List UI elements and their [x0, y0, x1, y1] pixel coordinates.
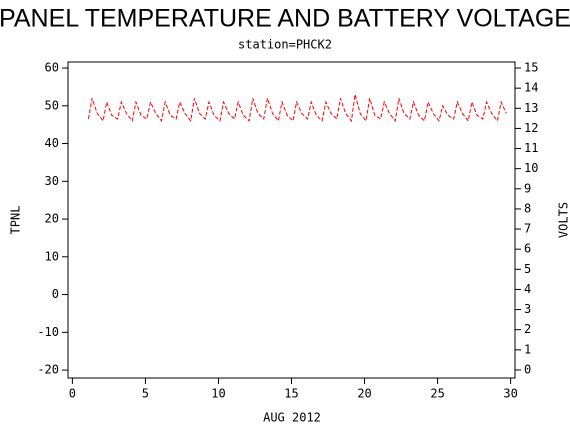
y2-tick-label: 11	[524, 141, 538, 155]
y2-axis-label: VOLTS	[557, 202, 570, 238]
y-tick-label: 60	[45, 61, 59, 75]
y2-tick-label: 14	[524, 81, 538, 95]
x-tick-label: 30	[503, 387, 517, 401]
x-tick-label: 10	[211, 387, 225, 401]
x-tick-label: 5	[142, 387, 149, 401]
x-axis-label: AUG 2012	[263, 411, 321, 425]
y2-tick-label: 7	[524, 222, 531, 236]
x-tick-label: 25	[430, 387, 444, 401]
y2-tick-label: 6	[524, 242, 531, 256]
y-tick-label: 40	[45, 136, 59, 150]
x-tick-label: 15	[284, 387, 298, 401]
y2-tick-label: 15	[524, 61, 538, 75]
y2-tick-label: 12	[524, 121, 538, 135]
y2-tick-label: 3	[524, 302, 531, 316]
y-tick-label: 30	[45, 174, 59, 188]
y-axis-label: TPNL	[9, 206, 23, 235]
y2-tick-label: 13	[524, 101, 538, 115]
y-tick-label: -20	[37, 363, 59, 377]
plot-frame	[67, 61, 516, 379]
y-tick-label: 10	[45, 249, 59, 263]
y2-tick-label: 0	[524, 362, 531, 376]
y-tick-label: -10	[37, 325, 59, 339]
y2-tick-label: 1	[524, 342, 531, 356]
y2-tick-label: 5	[524, 262, 531, 276]
x-tick-label: 20	[357, 387, 371, 401]
y-tick-label: 0	[52, 287, 59, 301]
x-tick-label: 0	[69, 387, 76, 401]
y2-tick-label: 10	[524, 161, 538, 175]
y-tick-label: 50	[45, 98, 59, 112]
chart-subtitle: station=PHCK2	[238, 38, 332, 52]
y2-tick-label: 8	[524, 201, 531, 215]
y2-tick-label: 2	[524, 322, 531, 336]
y2-tick-label: 9	[524, 181, 531, 195]
chart-title: PANEL TEMPERATURE AND BATTERY VOLTAGE	[0, 5, 570, 33]
y-tick-label: 20	[45, 212, 59, 226]
y2-tick-label: 4	[524, 282, 531, 296]
data-line	[87, 94, 507, 123]
